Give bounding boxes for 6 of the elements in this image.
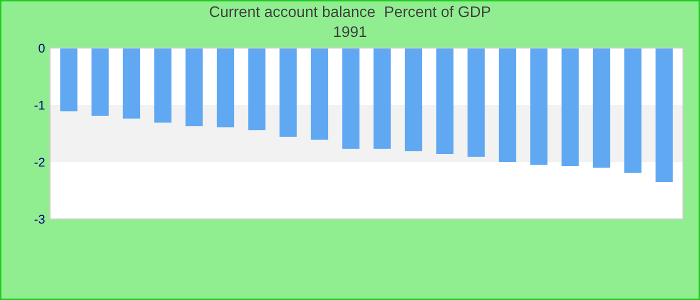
- chart-title: Current account balance Percent of GDP: [210, 6, 490, 18]
- chart-subtitle: 1991: [334, 26, 366, 38]
- y-tick-label: 0: [38, 44, 45, 53]
- y-tick-label: -2: [34, 158, 45, 167]
- y-tick-label: -1: [34, 100, 45, 110]
- y-tick-label: -3: [34, 214, 45, 224]
